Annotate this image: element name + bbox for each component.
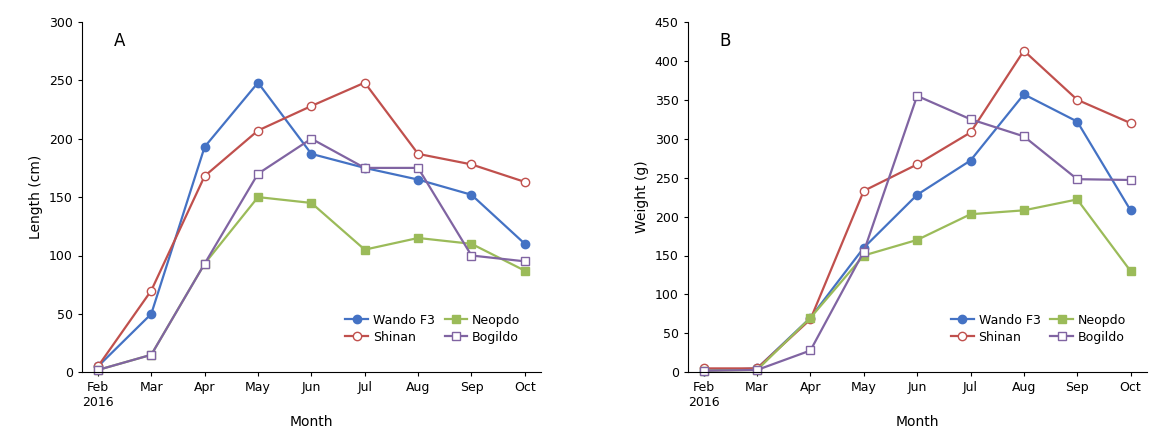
Bogildo (518, 259, 532, 264)
Neopdo (144, 352, 158, 357)
Bogildo (696, 368, 710, 373)
Y-axis label: Length (cm): Length (cm) (29, 155, 43, 239)
Line: Wando F3: Wando F3 (94, 78, 529, 371)
Bogildo (1123, 177, 1137, 183)
Shinan (518, 179, 532, 184)
Bogildo (910, 93, 924, 99)
Shinan (91, 364, 105, 369)
Shinan (411, 151, 425, 156)
Legend: Wando F3, Shinan, Neopdo, Bogildo: Wando F3, Shinan, Neopdo, Bogildo (947, 309, 1131, 349)
Wando F3 (1071, 119, 1085, 124)
Shinan (804, 317, 818, 322)
Neopdo (750, 367, 764, 373)
Neopdo (963, 212, 977, 217)
Neopdo (518, 268, 532, 273)
Wando F3 (1123, 208, 1137, 213)
Wando F3 (91, 364, 105, 369)
Wando F3 (518, 241, 532, 247)
Wando F3 (411, 177, 425, 182)
Neopdo (304, 200, 318, 205)
Wando F3 (464, 192, 479, 198)
Neopdo (91, 367, 105, 373)
Legend: Wando F3, Shinan, Neopdo, Bogildo: Wando F3, Shinan, Neopdo, Bogildo (340, 309, 525, 349)
Neopdo (804, 315, 818, 321)
Bogildo (1071, 177, 1085, 182)
Wando F3 (358, 165, 372, 170)
Wando F3 (910, 192, 924, 198)
Neopdo (1071, 197, 1085, 202)
Wando F3 (856, 245, 870, 251)
Wando F3 (750, 366, 764, 371)
Neopdo (252, 194, 266, 200)
Shinan (856, 188, 870, 194)
Bogildo (252, 171, 266, 177)
X-axis label: Month: Month (895, 415, 938, 429)
Bogildo (464, 253, 479, 258)
X-axis label: Month: Month (290, 415, 333, 429)
Wando F3 (804, 315, 818, 321)
Neopdo (856, 253, 870, 258)
Shinan (1123, 120, 1137, 126)
Bogildo (198, 261, 212, 266)
Y-axis label: Weight (g): Weight (g) (635, 161, 649, 233)
Neopdo (910, 237, 924, 243)
Shinan (198, 173, 212, 179)
Shinan (963, 130, 977, 135)
Wando F3 (144, 311, 158, 317)
Shinan (1017, 48, 1031, 53)
Bogildo (358, 165, 372, 170)
Bogildo (963, 117, 977, 122)
Bogildo (144, 352, 158, 357)
Line: Bogildo: Bogildo (94, 134, 529, 374)
Neopdo (358, 247, 372, 252)
Bogildo (804, 348, 818, 353)
Neopdo (696, 368, 710, 373)
Line: Shinan: Shinan (700, 46, 1135, 373)
Neopdo (411, 235, 425, 240)
Neopdo (1123, 268, 1137, 274)
Line: Wando F3: Wando F3 (700, 90, 1135, 375)
Wando F3 (1017, 92, 1031, 97)
Neopdo (198, 261, 212, 266)
Shinan (696, 366, 710, 371)
Shinan (144, 288, 158, 293)
Wando F3 (696, 368, 710, 373)
Text: A: A (113, 32, 125, 50)
Bogildo (304, 136, 318, 141)
Neopdo (1017, 208, 1031, 213)
Line: Neopdo: Neopdo (94, 193, 529, 374)
Shinan (464, 162, 479, 167)
Bogildo (1017, 134, 1031, 139)
Neopdo (464, 241, 479, 247)
Shinan (1071, 97, 1085, 102)
Wando F3 (963, 158, 977, 163)
Text: B: B (720, 32, 731, 50)
Line: Neopdo: Neopdo (700, 195, 1135, 375)
Wando F3 (304, 151, 318, 156)
Wando F3 (252, 80, 266, 85)
Shinan (910, 162, 924, 167)
Shinan (750, 366, 764, 371)
Bogildo (91, 367, 105, 373)
Bogildo (856, 249, 870, 254)
Line: Bogildo: Bogildo (700, 92, 1135, 375)
Line: Shinan: Shinan (94, 78, 529, 371)
Shinan (358, 80, 372, 85)
Shinan (252, 128, 266, 133)
Bogildo (750, 367, 764, 373)
Wando F3 (198, 144, 212, 149)
Shinan (304, 103, 318, 109)
Bogildo (411, 165, 425, 170)
